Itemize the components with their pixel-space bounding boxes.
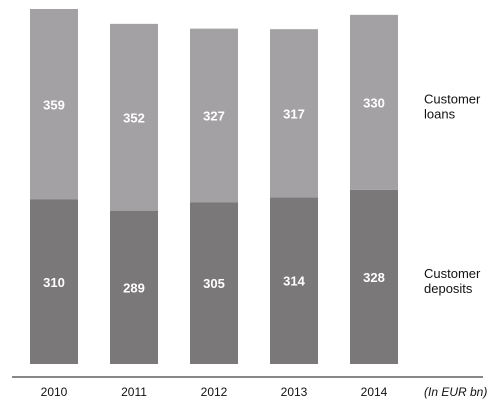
legend-deposits-line-1: Customer bbox=[424, 266, 481, 281]
value-labels-group: 310 359 289 352 305 327 314 317 328 330 bbox=[43, 95, 385, 295]
value-label-deposits-2010: 310 bbox=[43, 275, 65, 290]
unit-label: (In EUR bn) bbox=[424, 385, 487, 399]
x-tick-label-2013: 2013 bbox=[281, 385, 308, 399]
value-label-deposits-2012: 305 bbox=[203, 276, 225, 291]
x-tick-label-2010: 2010 bbox=[41, 385, 68, 399]
value-label-loans-2011: 352 bbox=[123, 110, 145, 125]
legend-loans-line-2: loans bbox=[424, 106, 456, 121]
value-label-loans-2010: 359 bbox=[43, 97, 65, 112]
bar-loans-2013 bbox=[270, 29, 318, 198]
bar-loans-2010 bbox=[30, 9, 78, 200]
value-label-deposits-2011: 289 bbox=[123, 280, 145, 295]
legend-deposits-line-2: deposits bbox=[424, 281, 473, 296]
value-label-loans-2014: 330 bbox=[363, 95, 385, 110]
bar-loans-2014 bbox=[350, 14, 398, 190]
value-label-loans-2012: 327 bbox=[203, 108, 225, 123]
value-label-loans-2013: 317 bbox=[283, 106, 305, 121]
bar-deposits-2014 bbox=[350, 189, 398, 364]
bar-loans-2011 bbox=[110, 23, 158, 211]
bar-deposits-2010 bbox=[30, 199, 78, 364]
value-label-deposits-2013: 314 bbox=[283, 274, 305, 289]
bar-deposits-2013 bbox=[270, 197, 318, 364]
bar-loans-2012 bbox=[190, 28, 238, 203]
bars-group bbox=[30, 9, 398, 364]
value-label-deposits-2014: 328 bbox=[363, 270, 385, 285]
x-tick-label-2011: 2011 bbox=[121, 385, 147, 399]
x-tick-label-2014: 2014 bbox=[361, 385, 388, 399]
bar-deposits-2012 bbox=[190, 202, 238, 364]
x-tick-label-2012: 2012 bbox=[201, 385, 228, 399]
legend-loans-line-1: Customer bbox=[424, 91, 481, 106]
x-tick-labels-group: 2010 2011 2012 2013 2014 bbox=[41, 385, 388, 399]
bar-deposits-2011 bbox=[110, 210, 158, 364]
